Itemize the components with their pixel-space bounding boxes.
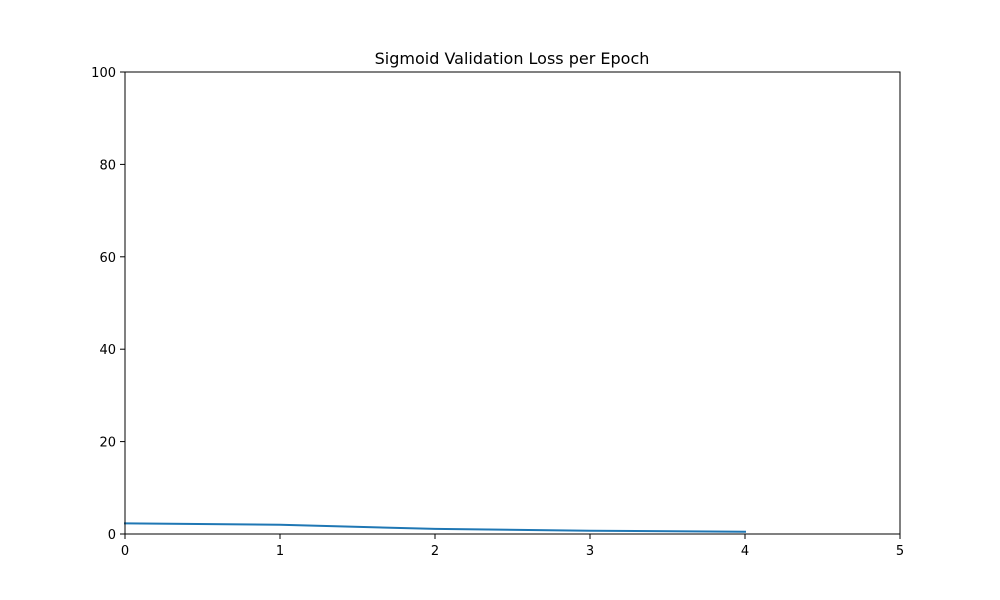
- x-tick-label: 3: [586, 544, 594, 559]
- series-layer: [123, 522, 747, 533]
- y-tick-label: 60: [99, 251, 116, 266]
- x-tick-label: 5: [896, 544, 904, 559]
- x-axis: 0 1 2 3 4 5: [121, 534, 904, 559]
- series-line: [123, 522, 747, 533]
- y-tick-label: 100: [91, 66, 116, 81]
- y-tick-label: 40: [99, 343, 116, 358]
- axes-frame: [124, 71, 901, 535]
- chart-title: Sigmoid Validation Loss per Epoch: [375, 49, 650, 68]
- plot-area: [123, 71, 901, 535]
- y-tick-label: 20: [99, 436, 116, 451]
- x-tick-label: 4: [741, 544, 749, 559]
- y-tick-label: 80: [99, 158, 116, 173]
- y-axis: 0 20 40 60 80 100: [91, 66, 125, 543]
- x-tick-label: 0: [121, 544, 129, 559]
- x-tick-label: 1: [276, 544, 284, 559]
- y-tick-label: 0: [108, 528, 116, 543]
- x-tick-label: 2: [431, 544, 439, 559]
